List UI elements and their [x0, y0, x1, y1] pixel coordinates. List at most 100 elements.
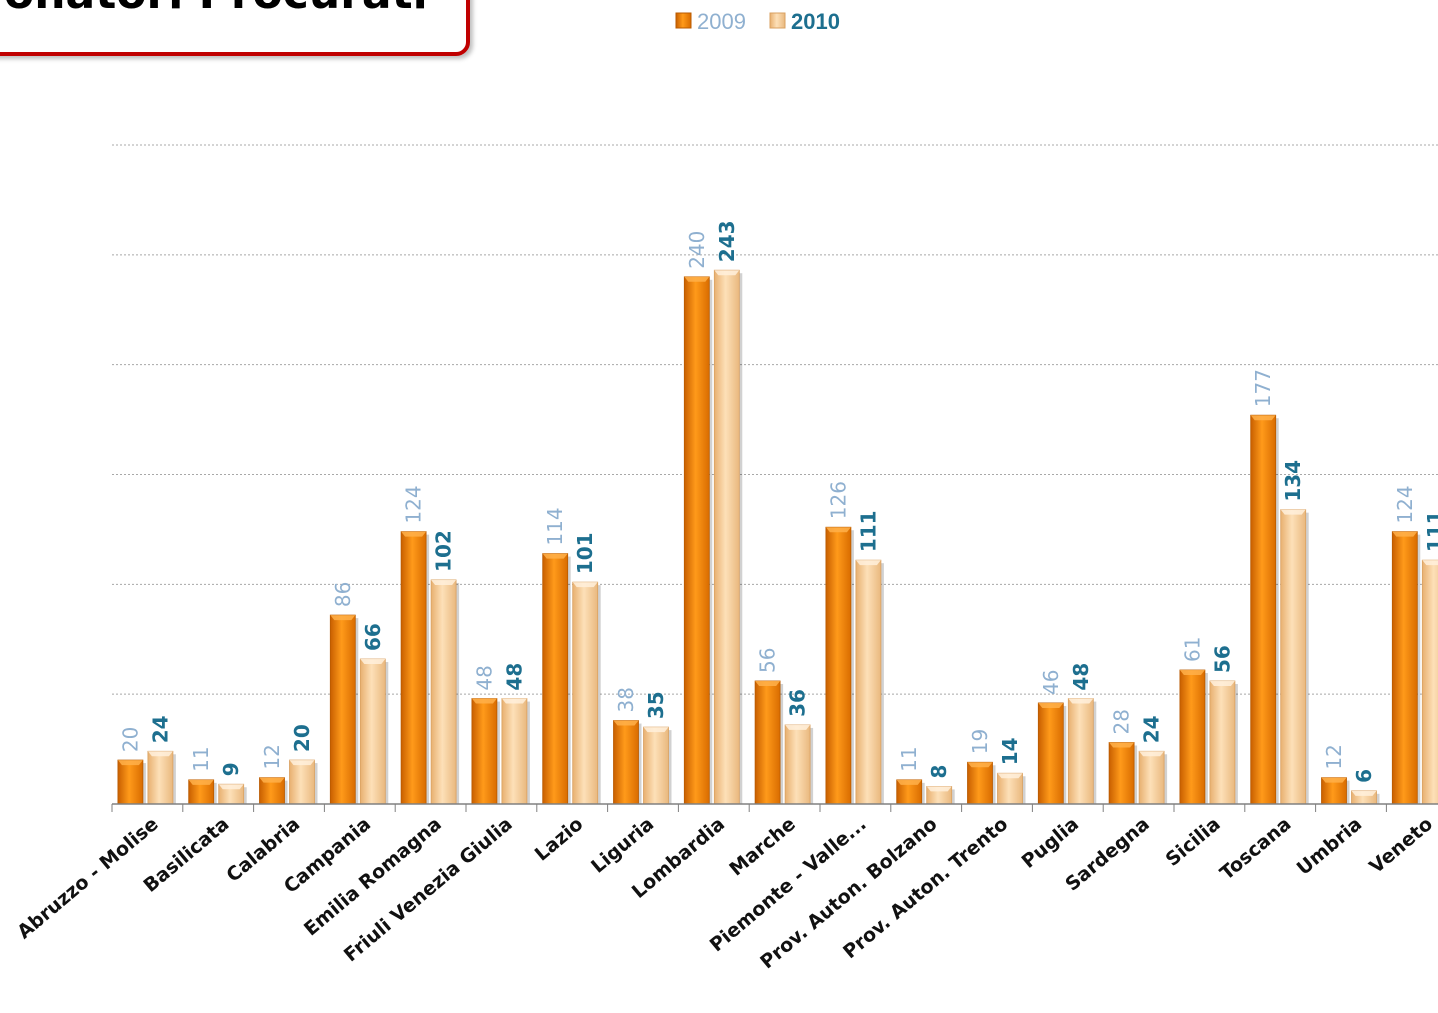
- bar-bevel: [643, 727, 669, 733]
- bar-bevel: [896, 779, 922, 785]
- bar-bevel: [613, 720, 639, 726]
- bar-2009-Sicilia: [1179, 669, 1206, 805]
- bar-bevel: [926, 786, 952, 792]
- data-label: 124: [402, 485, 426, 523]
- title-box: onatori Procurati: [0, 0, 470, 56]
- bar-2009-Abruzzo - Molise: [117, 759, 144, 805]
- data-label: 48: [502, 663, 526, 691]
- bar-2010-Lombardia: [713, 269, 740, 805]
- data-label: 12: [1322, 744, 1346, 769]
- x-tick-label: Liguria: [587, 813, 658, 878]
- bar-2010-Piemonte - Valle...: [855, 559, 882, 805]
- bar-bevel: [401, 531, 427, 537]
- data-label: 56: [756, 648, 780, 673]
- bar-2009-Veneto: [1391, 531, 1418, 805]
- data-label: 124: [1393, 485, 1417, 523]
- data-label: 243: [715, 220, 739, 262]
- data-label: 14: [998, 737, 1022, 765]
- bar-bevel: [188, 779, 214, 785]
- data-label: 240: [685, 231, 709, 269]
- bar-2010-Abruzzo - Molise: [147, 750, 174, 805]
- bar-bevel: [572, 582, 598, 588]
- bar-2009-Puglia: [1037, 702, 1064, 805]
- data-label: 56: [1210, 645, 1234, 673]
- bar-bevel: [997, 773, 1023, 779]
- data-label: 20: [290, 724, 314, 752]
- bar-bevel: [855, 560, 881, 566]
- bar-2009-Lombardia: [683, 276, 710, 805]
- bar-bevel: [1038, 702, 1064, 708]
- legend-label-2010: 2010: [791, 9, 840, 34]
- bar-bevel: [1179, 670, 1205, 676]
- data-label: 20: [118, 727, 142, 752]
- bar-bevel: [1422, 560, 1438, 566]
- data-label: 111: [1423, 510, 1438, 552]
- data-label: 48: [1069, 663, 1093, 691]
- bar-2010-Friuli Venezia Giulia: [501, 698, 528, 805]
- data-label: 36: [786, 689, 810, 717]
- bar-2010-Puglia: [1067, 698, 1094, 805]
- bar-bevel: [967, 762, 993, 768]
- bar-2009-Campania: [329, 614, 356, 805]
- bar-bevel: [785, 724, 811, 730]
- data-label: 48: [472, 665, 496, 690]
- bar-bevel: [1351, 790, 1377, 796]
- bar-bevel: [471, 698, 497, 704]
- bar-2010-Sicilia: [1209, 680, 1236, 805]
- legend-swatch-2009: [675, 12, 692, 29]
- bar-bevel: [218, 784, 244, 790]
- x-tick-label: Sicilia: [1162, 813, 1225, 871]
- bar-bevel: [1250, 415, 1276, 421]
- data-label: 9: [219, 762, 243, 776]
- bar-bevel: [1392, 531, 1418, 537]
- bar-bevel: [755, 680, 781, 686]
- data-label: 61: [1180, 637, 1204, 662]
- bar-bevel: [542, 553, 568, 559]
- data-label: 177: [1251, 369, 1275, 407]
- data-label: 19: [968, 729, 992, 754]
- data-label: 114: [543, 507, 567, 545]
- data-label: 66: [361, 623, 385, 651]
- bar-2009-Lazio: [542, 553, 569, 805]
- bar-bevel: [1068, 698, 1094, 704]
- bar-2009-Piemonte - Valle...: [825, 526, 852, 805]
- x-tick-label: Umbria: [1293, 813, 1367, 880]
- bar-bevel: [1321, 777, 1347, 783]
- legend-label-2009: 2009: [697, 9, 746, 34]
- bar-2010-Campania: [359, 658, 386, 805]
- bar-2009-Marche: [754, 680, 781, 805]
- data-label: 126: [826, 481, 850, 519]
- data-label: 11: [897, 746, 921, 771]
- bar-2010-Lazio: [572, 581, 599, 805]
- bar-2010-Sardegna: [1138, 750, 1165, 805]
- bar-2010-Marche: [784, 724, 811, 805]
- bar-2009-Sardegna: [1108, 742, 1135, 805]
- bar-bevel: [1209, 680, 1235, 686]
- bar-bevel: [714, 270, 740, 276]
- legend-swatch-2010: [769, 12, 786, 29]
- data-label: 102: [432, 530, 456, 572]
- data-label: 6: [1352, 769, 1376, 783]
- data-label: 24: [1140, 715, 1164, 743]
- chart-title: onatori Procurati: [4, 0, 466, 19]
- data-label: 46: [1039, 670, 1063, 695]
- bar-bevel: [259, 777, 285, 783]
- data-label: 111: [856, 510, 880, 552]
- bar-2010-Calabria: [289, 759, 315, 805]
- x-tick-label: Lazio: [531, 813, 588, 866]
- bar-2009-Toscana: [1250, 414, 1277, 805]
- data-label: 38: [614, 687, 638, 712]
- bar-bevel: [684, 276, 710, 282]
- bar-2009-Emilia Romagna: [400, 531, 427, 805]
- data-label: 134: [1281, 460, 1305, 502]
- data-label: 8: [927, 765, 951, 779]
- bar-2010-Liguria: [643, 726, 669, 805]
- bar-bevel: [360, 659, 386, 665]
- data-label: 35: [644, 691, 668, 719]
- bar-2010-Prov. Auton. Trento: [997, 772, 1023, 805]
- bar-2009-Prov. Auton. Trento: [967, 761, 993, 805]
- data-label: 11: [189, 746, 213, 771]
- bar-2010-Veneto: [1421, 559, 1438, 805]
- bar-bevel: [330, 615, 356, 621]
